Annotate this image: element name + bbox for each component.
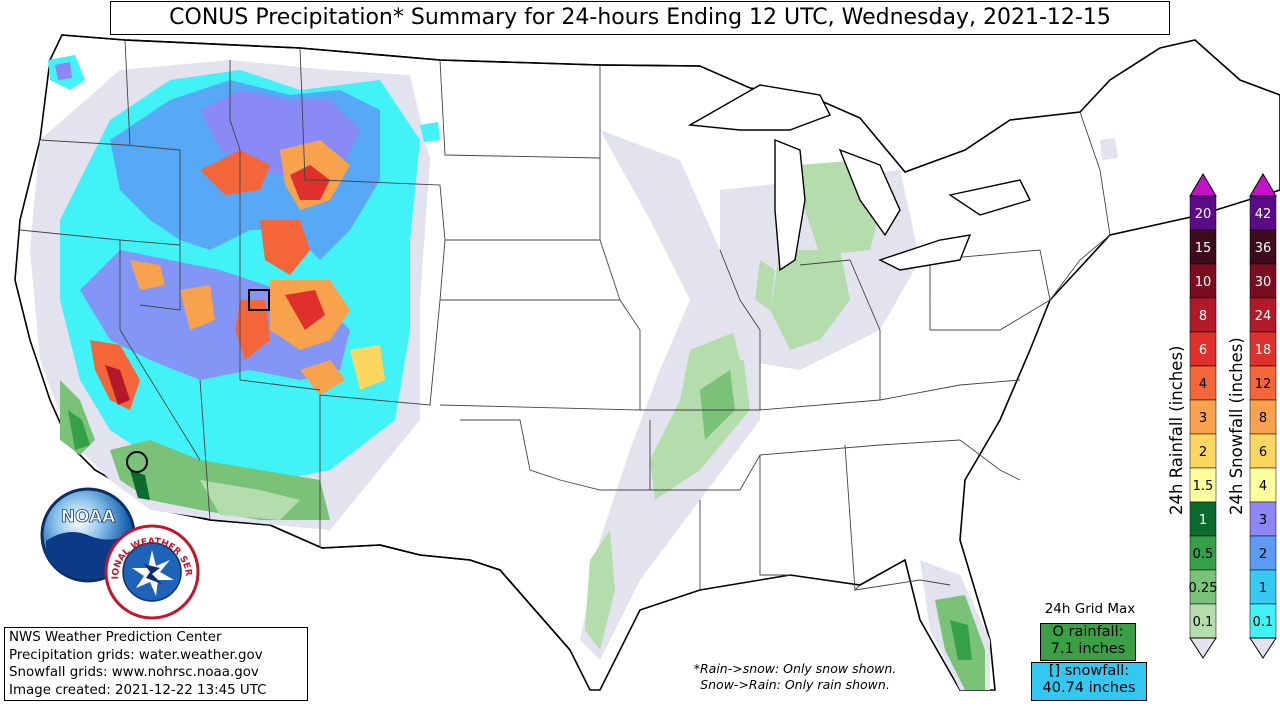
snowfall-tick-label: 4 [1259,479,1267,494]
grid-max-heading: 24h Grid Max [1044,601,1136,617]
credits-box: NWS Weather Prediction Center Precipitat… [4,627,308,701]
great-lakes [687,84,1031,272]
snowfall-swatch [1249,399,1277,435]
snowfall-colorbar: 42 36 30 24 18 12 8 6 4 3 2 1 0.1 [1249,173,1277,659]
snowfall-shading [30,55,440,530]
rainfall-swatch [1189,433,1217,469]
rainfall-tick-label: 6 [1199,343,1207,358]
snowfall-swatch [1249,535,1277,571]
rainfall-shading [60,130,1118,690]
rainfall-swatch [1189,297,1217,333]
rainfall-swatch [1189,535,1217,571]
rain-snow-note: *Rain->snow: Only snow shown. Snow->Rain… [693,661,897,692]
snowfall-swatch [1249,331,1277,367]
grid-max-rainfall-box: O rainfall: 7.1 inches [1040,623,1136,661]
grid-max-snowfall-box: [] snowfall: 40.74 inches [1031,662,1147,701]
snowfall-colorbar-label: 24h Snowfall (inches) [1227,337,1246,515]
rainfall-tick-label: 8 [1199,309,1207,324]
rainfall-tick-label: 3 [1199,411,1207,426]
rainfall-tick-label: 0.25 [1189,581,1218,596]
rainfall-swatch [1189,365,1217,401]
snowfall-tick-label: 18 [1255,343,1272,358]
nws-logo: NATIONAL WEATHER SERVICE [104,524,200,620]
credit-line: Precipitation grids: water.weather.gov [9,647,263,663]
snowfall-swatch [1249,467,1277,503]
map-title: CONUS Precipitation* Summary for 24-hour… [110,1,1170,35]
snowfall-swatch [1249,569,1277,605]
credit-line: Image created: 2021-12-22 13:45 UTC [9,682,267,698]
snowfall-tick-label: 0.1 [1253,615,1274,630]
rainfall-swatch [1189,603,1217,639]
snowfall-swatch [1249,365,1277,401]
rainfall-tick-label: 15 [1195,241,1212,256]
rainfall-colorbar: 20 15 10 8 6 4 3 2 1.5 1 0.5 0.25 0.1 [1189,173,1218,659]
credit-line: NWS Weather Prediction Center [9,630,222,645]
credit-line: Snowfall grids: www.nohrsc.noaa.gov [9,665,259,680]
rainfall-tick-label: 1 [1199,513,1207,528]
snowfall-tick-label: 3 [1259,513,1267,528]
rainfall-under-arrow [1189,637,1217,659]
snowfall-tick-label: 8 [1259,411,1267,426]
rainfall-tick-label: 2 [1199,445,1207,460]
snowfall-max-marker [248,289,270,311]
canada-border [61,34,701,67]
snowfall-swatch [1249,501,1277,537]
snowfall-under-arrow [1249,637,1277,659]
rainfall-colorbar-label: 24h Rainfall (inches) [1167,345,1186,515]
svg-text:NOAA: NOAA [61,507,116,527]
state-borders [19,39,1111,592]
rainfall-swatch [1189,569,1217,605]
rainfall-swatch [1189,263,1217,299]
snowfall-tick-label: 30 [1255,275,1272,290]
rainfall-tick-label: 1.5 [1193,479,1214,494]
snowfall-tick-label: 2 [1259,547,1267,562]
snowfall-swatch [1249,297,1277,333]
rainfall-tick-label: 0.5 [1193,547,1214,562]
snowfall-tick-label: 36 [1255,241,1272,256]
rainfall-swatch [1189,501,1217,537]
snowfall-tick-label: 1 [1259,581,1267,596]
rainfall-swatch [1189,195,1217,231]
rainfall-swatch [1189,467,1217,503]
mexico-border [144,499,571,651]
snowfall-tick-label: 24 [1255,309,1272,324]
rainfall-tick-label: 10 [1195,275,1212,290]
rainfall-tick-label: 0.1 [1193,615,1214,630]
snowfall-tick-label: 42 [1255,207,1272,222]
snowfall-tick-label: 6 [1259,445,1267,460]
snowfall-swatch [1249,195,1277,231]
rainfall-tick-label: 20 [1195,207,1212,222]
rainfall-tick-label: 4 [1199,377,1207,392]
rainfall-max-marker [126,451,148,473]
snowfall-tick-label: 12 [1255,377,1272,392]
rainfall-swatch [1189,229,1217,265]
